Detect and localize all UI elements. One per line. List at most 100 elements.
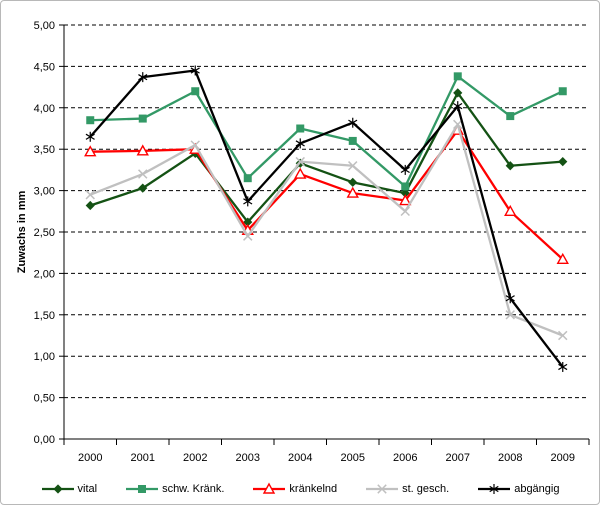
star-marker bbox=[190, 65, 200, 76]
y-tick-label: 5,00 bbox=[34, 20, 55, 32]
series-line bbox=[89, 91, 563, 224]
legend-item-st-gesch: st. gesch. bbox=[365, 482, 449, 496]
diamond-marker bbox=[243, 217, 253, 227]
x-tick-label: 2007 bbox=[446, 452, 470, 464]
legend-label: vital bbox=[77, 483, 98, 495]
triangle-marker bbox=[263, 482, 276, 494]
legend-label: abgängig bbox=[514, 483, 560, 495]
legend-marker-icon bbox=[253, 482, 286, 494]
series-schw-kr-nk bbox=[86, 72, 567, 191]
y-tick-label: 1,50 bbox=[34, 310, 55, 322]
diamond-marker bbox=[505, 161, 515, 171]
square-marker bbox=[506, 112, 515, 121]
square-marker bbox=[243, 174, 252, 183]
x-marker bbox=[295, 156, 305, 167]
star-marker bbox=[489, 484, 499, 494]
y-tick-label: 2,50 bbox=[34, 227, 55, 239]
triangle-marker bbox=[399, 194, 412, 206]
series-line bbox=[89, 69, 564, 368]
series-vital bbox=[85, 88, 568, 227]
y-tick-label: 4,50 bbox=[34, 61, 55, 73]
triangle-marker bbox=[84, 145, 97, 157]
y-tick-label: 3,50 bbox=[34, 144, 55, 156]
square-marker bbox=[453, 72, 462, 81]
x-marker bbox=[453, 119, 463, 130]
x-marker bbox=[138, 169, 148, 179]
x-marker bbox=[377, 484, 387, 494]
y-tick-label: 1,00 bbox=[34, 351, 55, 363]
triangle-marker bbox=[136, 144, 149, 156]
x-tick-label: 2008 bbox=[498, 452, 522, 464]
star-marker bbox=[558, 361, 568, 372]
x-marker bbox=[348, 161, 358, 171]
series-line bbox=[89, 123, 564, 337]
legend-item-abg-ngig: abgängig bbox=[477, 482, 559, 496]
series-line bbox=[90, 129, 564, 261]
legend-marker-icon bbox=[366, 484, 399, 494]
square-marker bbox=[558, 87, 567, 96]
legend-label: st. gesch. bbox=[402, 483, 450, 495]
diamond-marker bbox=[453, 88, 463, 98]
x-tick-label: 2002 bbox=[183, 452, 207, 464]
square-marker bbox=[401, 182, 410, 191]
legend-item-vital: vital bbox=[41, 482, 98, 496]
diamond-marker bbox=[138, 183, 148, 193]
x-tick-label: 2006 bbox=[393, 452, 417, 464]
square-marker bbox=[348, 136, 357, 145]
x-tick-label: 2000 bbox=[78, 452, 102, 464]
star-marker bbox=[138, 72, 148, 83]
square-marker bbox=[138, 114, 147, 123]
star-marker bbox=[348, 117, 358, 128]
legend-label: schw. Kränk. bbox=[162, 483, 225, 495]
star-marker bbox=[243, 196, 253, 207]
series-st-gesch bbox=[85, 119, 568, 341]
y-axis-title: Zuwachs in mm bbox=[16, 190, 28, 274]
square-marker bbox=[138, 485, 147, 493]
diamond-marker bbox=[558, 157, 568, 167]
triangle-marker bbox=[556, 252, 569, 265]
triangle-marker bbox=[504, 204, 517, 216]
x-marker bbox=[558, 330, 568, 341]
legend-marker-icon bbox=[126, 485, 159, 493]
star-marker bbox=[453, 101, 463, 112]
diamond-marker bbox=[348, 177, 358, 187]
y-tick-label: 3,00 bbox=[34, 186, 55, 198]
diamond-marker bbox=[400, 188, 410, 198]
y-tick-label: 0,50 bbox=[34, 393, 55, 405]
legend-item-kr-nkelnd: kränkelnd bbox=[252, 482, 337, 496]
y-tick-label: 0,00 bbox=[34, 434, 55, 446]
x-tick-label: 2001 bbox=[131, 452, 155, 464]
legend-marker-icon bbox=[41, 484, 74, 494]
legend-label: kränkelnd bbox=[289, 483, 338, 495]
x-marker bbox=[243, 231, 253, 241]
star-marker bbox=[505, 293, 515, 304]
diamond-marker bbox=[52, 484, 63, 494]
y-tick-label: 2,00 bbox=[34, 268, 55, 280]
x-marker bbox=[190, 140, 200, 150]
diamond-marker bbox=[85, 200, 95, 211]
x-marker bbox=[85, 190, 95, 200]
x-marker bbox=[400, 206, 410, 217]
y-tick-label: 4,00 bbox=[34, 103, 55, 115]
x-tick-label: 2005 bbox=[341, 452, 365, 464]
x-tick-label: 2009 bbox=[551, 452, 575, 464]
triangle-marker bbox=[346, 186, 359, 198]
square-marker bbox=[191, 87, 200, 96]
series-abg-ngig bbox=[85, 65, 568, 372]
legend-marker-icon bbox=[478, 484, 511, 494]
star-marker bbox=[295, 138, 305, 149]
star-marker bbox=[400, 164, 410, 175]
x-tick-label: 2003 bbox=[236, 452, 260, 464]
x-marker bbox=[505, 310, 515, 320]
chart-legend: vital schw. Kränk. kränkelnd st. gesch. abgä… bbox=[1, 482, 599, 496]
triangle-marker bbox=[294, 167, 307, 179]
square-marker bbox=[86, 116, 95, 125]
series-line bbox=[90, 75, 564, 188]
star-marker bbox=[85, 131, 95, 142]
square-marker bbox=[296, 124, 305, 133]
series-kr-nkelnd bbox=[84, 123, 569, 265]
x-tick-label: 2004 bbox=[288, 452, 312, 464]
legend-item-schw-kr-nk: schw. Kränk. bbox=[125, 482, 224, 496]
